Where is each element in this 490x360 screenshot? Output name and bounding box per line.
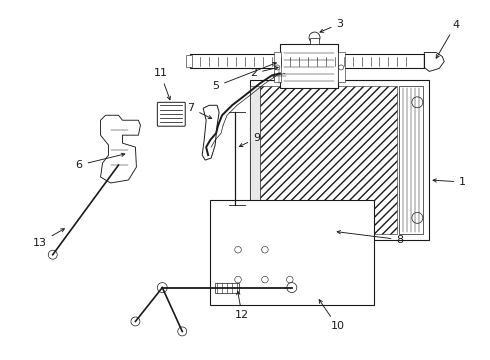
- Circle shape: [157, 283, 167, 293]
- Circle shape: [275, 65, 280, 70]
- Circle shape: [287, 283, 297, 293]
- Bar: [215, 283, 239, 293]
- Circle shape: [309, 32, 320, 43]
- Circle shape: [412, 97, 423, 108]
- Circle shape: [235, 247, 241, 253]
- Text: 3: 3: [320, 19, 343, 32]
- Circle shape: [274, 71, 285, 82]
- Circle shape: [339, 65, 343, 70]
- Circle shape: [262, 276, 268, 283]
- Text: 13: 13: [33, 229, 64, 248]
- Bar: [274, 53, 281, 82]
- Bar: [210, 200, 374, 305]
- Text: 12: 12: [235, 291, 249, 320]
- Bar: [250, 86, 260, 234]
- Circle shape: [48, 250, 57, 259]
- Circle shape: [287, 276, 293, 283]
- Text: 7: 7: [187, 103, 212, 118]
- Text: 8: 8: [337, 230, 404, 245]
- Text: 9: 9: [240, 133, 260, 147]
- Text: 6: 6: [75, 153, 125, 170]
- Bar: [310, 37, 319, 44]
- Text: 11: 11: [153, 68, 171, 100]
- Bar: [190, 54, 424, 68]
- Text: 10: 10: [319, 300, 344, 332]
- Circle shape: [412, 212, 423, 223]
- Bar: [250, 80, 429, 240]
- Circle shape: [178, 327, 187, 336]
- Circle shape: [131, 317, 140, 326]
- Bar: [186, 55, 192, 67]
- FancyBboxPatch shape: [157, 102, 185, 126]
- Circle shape: [235, 276, 241, 283]
- Text: 2: 2: [250, 67, 278, 78]
- Bar: [399, 86, 423, 234]
- Bar: [338, 53, 344, 82]
- Circle shape: [262, 247, 268, 253]
- Text: 4: 4: [436, 19, 459, 58]
- Bar: [280, 44, 338, 88]
- Text: 1: 1: [433, 177, 466, 187]
- Text: 5: 5: [212, 63, 276, 91]
- Bar: [260, 86, 397, 234]
